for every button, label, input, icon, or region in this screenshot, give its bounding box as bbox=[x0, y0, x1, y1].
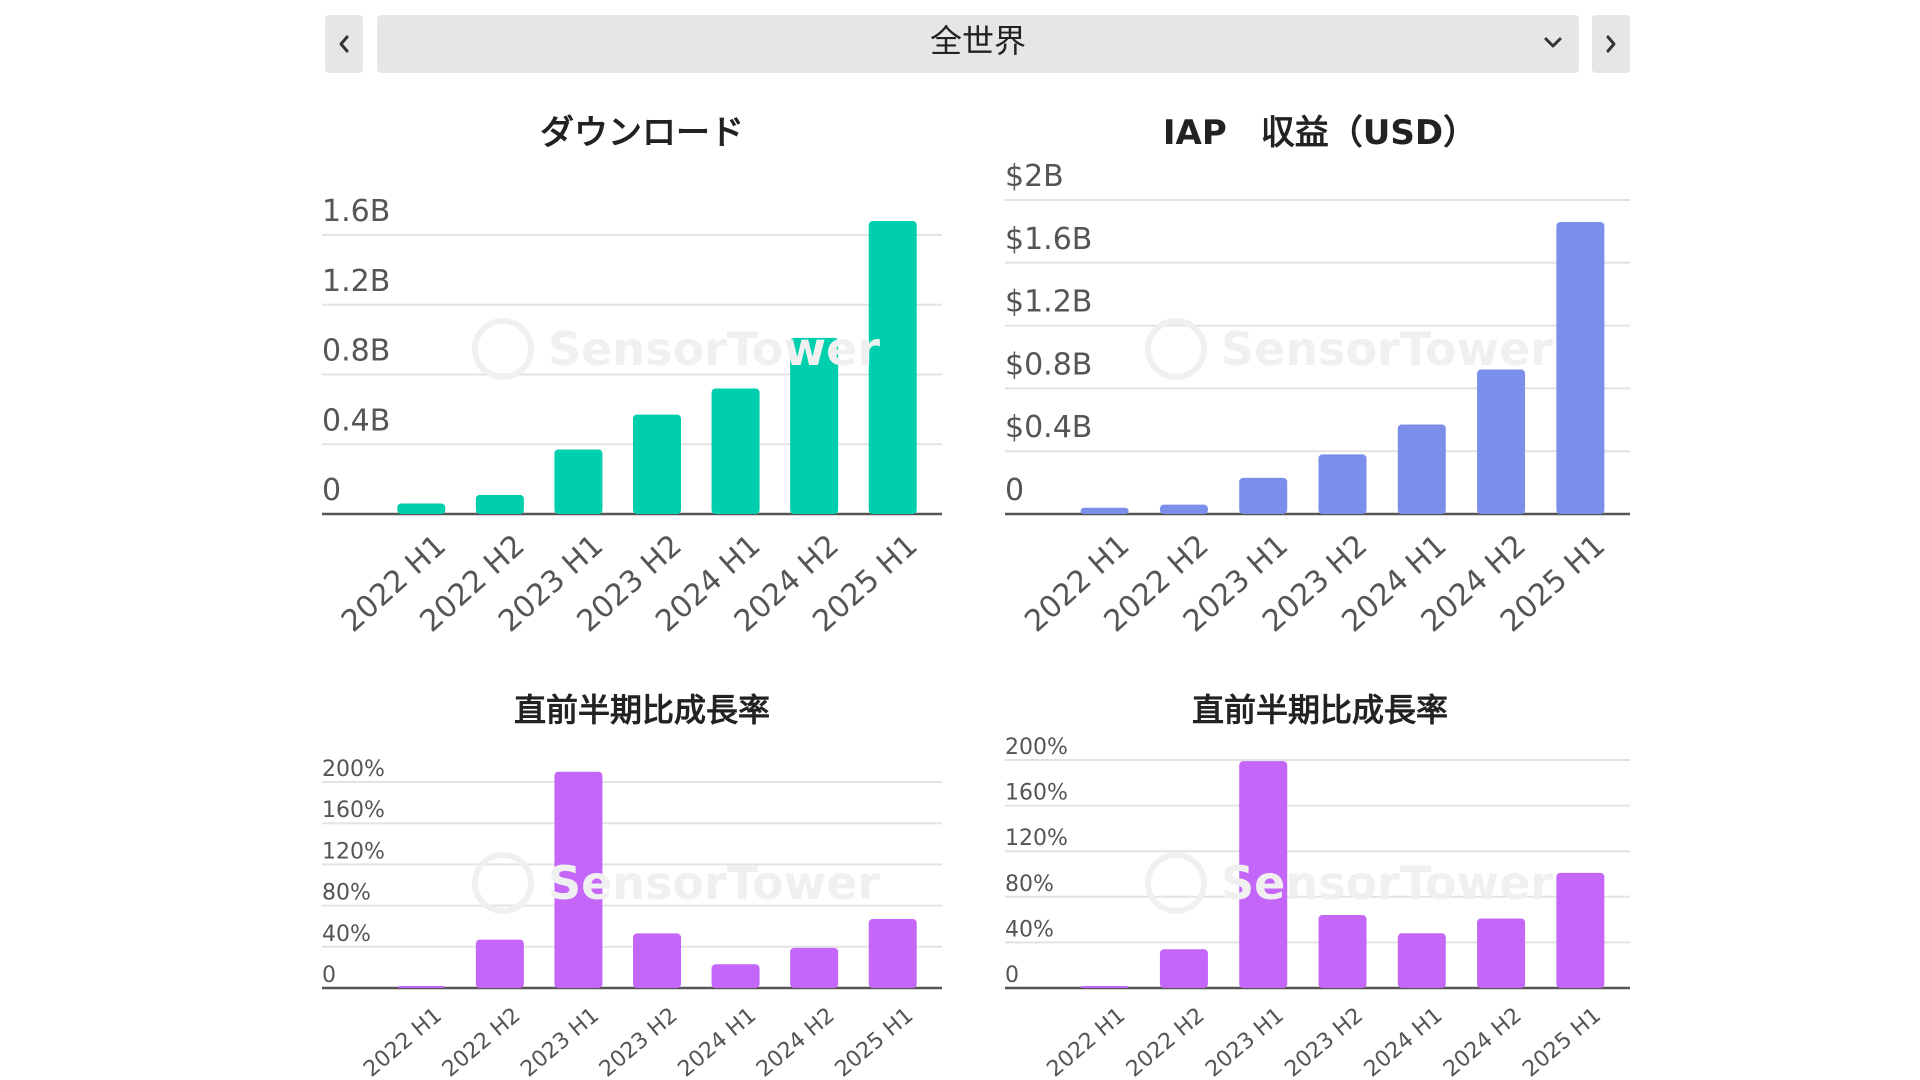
bar bbox=[1159, 504, 1208, 514]
bar bbox=[633, 933, 681, 988]
y-tick-label: 0 bbox=[1005, 963, 1019, 988]
bar bbox=[633, 414, 681, 514]
x-tick-label: 2025 H1 bbox=[1518, 1003, 1606, 1080]
bar bbox=[397, 503, 446, 514]
y-tick-label: $0.4B bbox=[1005, 410, 1092, 445]
x-tick-label: 2024 H2 bbox=[1439, 1003, 1527, 1080]
y-tick-label: 200% bbox=[1005, 735, 1068, 760]
y-tick-label: 160% bbox=[1005, 781, 1068, 806]
y-tick-label: 0.8B bbox=[322, 334, 390, 369]
bar bbox=[1239, 761, 1288, 988]
y-tick-label: 0.4B bbox=[322, 403, 390, 438]
y-tick-label: 0 bbox=[1005, 473, 1024, 508]
chart-downloads: 0 0.4B 0.8B 1.2B 1.6B 2022 H1 2022 H2 2023 H1 20… bbox=[322, 100, 962, 640]
region-select[interactable]: 全世界 bbox=[377, 15, 1579, 73]
bar bbox=[1318, 454, 1367, 514]
bar bbox=[1239, 477, 1288, 514]
region-select-value: 全世界 bbox=[929, 22, 1026, 60]
bar bbox=[711, 388, 760, 514]
next-region-button[interactable] bbox=[1592, 15, 1630, 73]
bar bbox=[1477, 918, 1526, 988]
bar bbox=[790, 947, 839, 988]
x-tick-label: 2022 H2 bbox=[1122, 1003, 1210, 1080]
y-tick-label: 0 bbox=[322, 473, 341, 508]
x-tick-label: 2025 H1 bbox=[831, 1003, 919, 1080]
prev-region-button[interactable] bbox=[325, 15, 363, 73]
y-tick-label: 1.2B bbox=[322, 264, 390, 299]
y-tick-label: 80% bbox=[322, 881, 371, 906]
bar bbox=[711, 964, 760, 988]
bar bbox=[868, 918, 917, 988]
bar bbox=[1397, 933, 1446, 988]
watermark: SensorTower bbox=[472, 318, 880, 380]
x-tick-label: 2022 H2 bbox=[438, 1003, 526, 1080]
x-tick-label: 2023 H2 bbox=[595, 1003, 683, 1080]
chevron-left-icon bbox=[339, 35, 349, 53]
chart-title: 直前半期比成長率 bbox=[1191, 691, 1448, 729]
bar bbox=[1556, 872, 1605, 988]
y-tick-label: 160% bbox=[322, 798, 385, 823]
watermark: SensorTower bbox=[472, 852, 880, 914]
bar bbox=[1159, 949, 1208, 988]
bar bbox=[554, 771, 603, 988]
bar bbox=[475, 939, 524, 988]
bar bbox=[790, 337, 839, 514]
y-tick-label: 120% bbox=[1005, 826, 1068, 851]
bar bbox=[1397, 424, 1446, 514]
x-tick-label: 2022 H1 bbox=[1043, 1003, 1131, 1080]
bar bbox=[1080, 507, 1129, 514]
y-tick-label: 0 bbox=[322, 963, 336, 988]
x-tick-label: 2024 H1 bbox=[1360, 1003, 1448, 1080]
chart-title: ダウンロード bbox=[540, 113, 744, 153]
y-tick-label: 80% bbox=[1005, 872, 1054, 897]
chart-title: IAP 収益（USD） bbox=[1162, 113, 1478, 153]
bar bbox=[868, 221, 917, 515]
y-tick-label: $2B bbox=[1005, 159, 1064, 194]
bar bbox=[554, 449, 603, 514]
y-tick-label: $1.2B bbox=[1005, 285, 1092, 320]
watermark: SensorTower bbox=[1145, 852, 1553, 914]
x-tick-label: 2022 H1 bbox=[359, 1003, 447, 1080]
chart-iap-growth: 0 40% 80% 120% 160% 200% 2022 H1 2022 H2 2023 H1… bbox=[1005, 680, 1635, 1080]
y-tick-label: 200% bbox=[322, 757, 385, 782]
y-tick-label: 40% bbox=[322, 922, 371, 947]
x-tick-label: 2023 H1 bbox=[516, 1003, 604, 1080]
x-tick-label: 2023 H2 bbox=[1280, 1003, 1368, 1080]
chart-iap-revenue: 0 $0.4B $0.8B $1.2B $1.6B $2B 2022 H1 2022 H2 20… bbox=[1005, 100, 1635, 640]
y-tick-label: $1.6B bbox=[1005, 222, 1092, 257]
bar bbox=[1556, 221, 1605, 514]
x-tick-label: 2023 H1 bbox=[1201, 1003, 1289, 1080]
watermark: SensorTower bbox=[1145, 318, 1553, 380]
y-tick-label: 120% bbox=[322, 839, 385, 864]
bar bbox=[475, 494, 524, 514]
bar bbox=[397, 986, 446, 988]
bar bbox=[1477, 369, 1526, 514]
chart-downloads-growth: 0 40% 80% 120% 160% 200% 2022 H1 2022 H2 2023 H1… bbox=[322, 680, 962, 1080]
x-tick-label: 2024 H1 bbox=[673, 1003, 761, 1080]
y-tick-label: $0.8B bbox=[1005, 347, 1092, 382]
chart-title: 直前半期比成長率 bbox=[513, 691, 770, 729]
chevron-down-icon bbox=[1544, 37, 1562, 48]
chevron-right-icon bbox=[1606, 35, 1616, 53]
x-tick-label: 2024 H2 bbox=[752, 1003, 840, 1080]
bar bbox=[1080, 986, 1129, 988]
y-tick-label: 40% bbox=[1005, 917, 1054, 942]
bar bbox=[1318, 915, 1367, 988]
y-tick-label: 1.6B bbox=[322, 194, 390, 229]
